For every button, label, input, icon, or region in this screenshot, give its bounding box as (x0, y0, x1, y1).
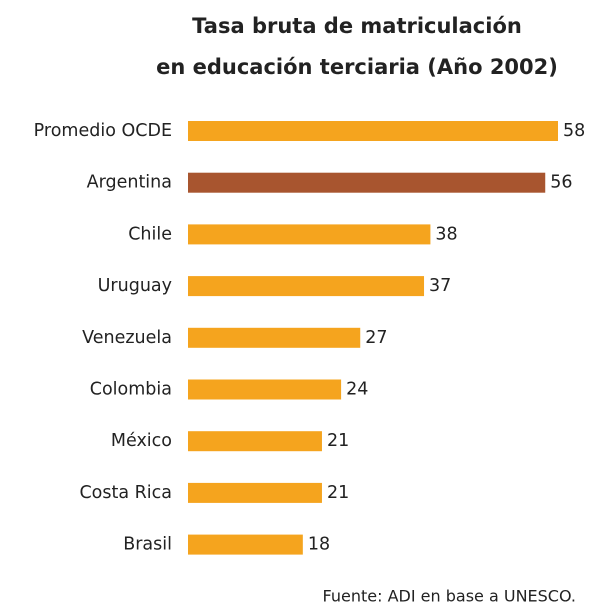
bar (188, 482, 322, 503)
bar (188, 121, 558, 141)
value-label: 21 (327, 483, 349, 503)
value-label: 21 (327, 431, 349, 451)
category-label: Promedio OCDE (34, 121, 172, 141)
source-note: Fuente: ADI en base a UNESCO. (323, 587, 576, 606)
bar (188, 431, 322, 452)
category-label: Brasil (123, 535, 172, 555)
bar (188, 172, 546, 193)
category-label: Uruguay (98, 276, 172, 296)
value-label: 18 (308, 535, 330, 555)
category-label: México (111, 431, 172, 451)
chart-title: Tasa bruta de matriculación (192, 14, 522, 38)
value-label: 27 (365, 328, 387, 348)
value-label: 38 (435, 224, 457, 244)
bar (188, 276, 425, 297)
value-label: 58 (563, 121, 585, 141)
value-label: 24 (346, 380, 368, 400)
category-label: Colombia (90, 380, 172, 400)
bar (188, 379, 342, 400)
category-label: Argentina (87, 173, 172, 193)
value-label: 37 (429, 276, 451, 296)
bar (188, 224, 431, 245)
chart-title: en educación terciaria (Año 2002) (156, 55, 558, 79)
category-label: Chile (128, 224, 172, 244)
category-label: Venezuela (82, 328, 172, 348)
value-label: 56 (550, 173, 572, 193)
bar (188, 534, 303, 555)
category-label: Costa Rica (79, 483, 172, 503)
bar (188, 327, 361, 348)
